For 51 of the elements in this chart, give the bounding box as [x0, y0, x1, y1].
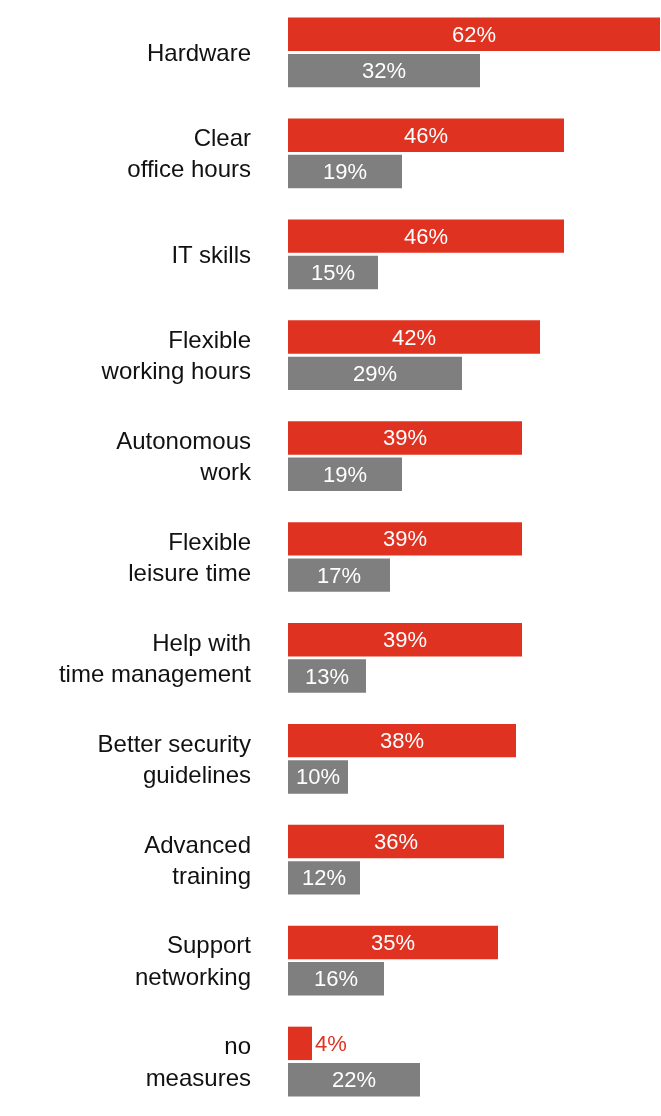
bar — [288, 17, 660, 51]
data-label: 42% — [391, 324, 437, 350]
data-label: 62% — [451, 21, 497, 47]
data-label: 46% — [403, 223, 449, 249]
bar — [288, 1063, 420, 1097]
bar — [288, 320, 540, 354]
y-tick-label: no measures — [145, 1032, 251, 1091]
data-label: 36% — [373, 829, 419, 855]
bar — [288, 219, 564, 253]
data-label: 16% — [313, 966, 359, 992]
bar — [288, 53, 480, 88]
y-tick-label: Support networking — [134, 931, 252, 990]
bar — [288, 421, 522, 455]
data-label: 22% — [331, 1067, 377, 1093]
data-label: 12% — [301, 865, 347, 891]
data-label: 10% — [295, 764, 341, 790]
data-label: 4% — [315, 1030, 347, 1056]
data-label: 39% — [382, 627, 428, 653]
bar — [288, 962, 384, 996]
bar — [288, 623, 522, 657]
data-label: 13% — [304, 663, 350, 689]
bar — [288, 723, 516, 758]
bar — [288, 457, 402, 491]
data-label: 35% — [370, 929, 416, 955]
data-label: 38% — [379, 728, 425, 754]
data-label: 19% — [322, 461, 368, 487]
y-tick-label: Better security guidelines — [97, 729, 251, 788]
y-tick-label: Hardware — [146, 38, 251, 66]
data-label: 46% — [403, 122, 449, 148]
y-tick-label: IT skills — [171, 240, 251, 268]
data-label: 32% — [361, 58, 407, 84]
y-tick-label: Flexible working hours — [100, 325, 251, 385]
data-label: 15% — [310, 259, 356, 285]
bar — [288, 356, 462, 391]
y-tick-label: Autonomous work — [116, 426, 252, 486]
y-tick-label: Clear office hours — [127, 124, 251, 183]
data-label: 17% — [316, 562, 362, 588]
bar — [288, 118, 564, 152]
bar — [288, 824, 504, 859]
data-label: 39% — [382, 425, 428, 451]
bar — [288, 154, 402, 189]
y-tick-label: Help with time management — [58, 628, 252, 687]
y-tick-label: Advanced training — [144, 830, 251, 889]
data-label: 19% — [322, 159, 368, 185]
bar — [288, 1026, 312, 1061]
data-label: 39% — [382, 526, 428, 552]
y-tick-label: Flexible leisure time — [128, 527, 251, 586]
bar — [288, 925, 498, 960]
bar — [288, 522, 522, 556]
bar — [288, 558, 390, 592]
data-label: 29% — [352, 360, 398, 386]
